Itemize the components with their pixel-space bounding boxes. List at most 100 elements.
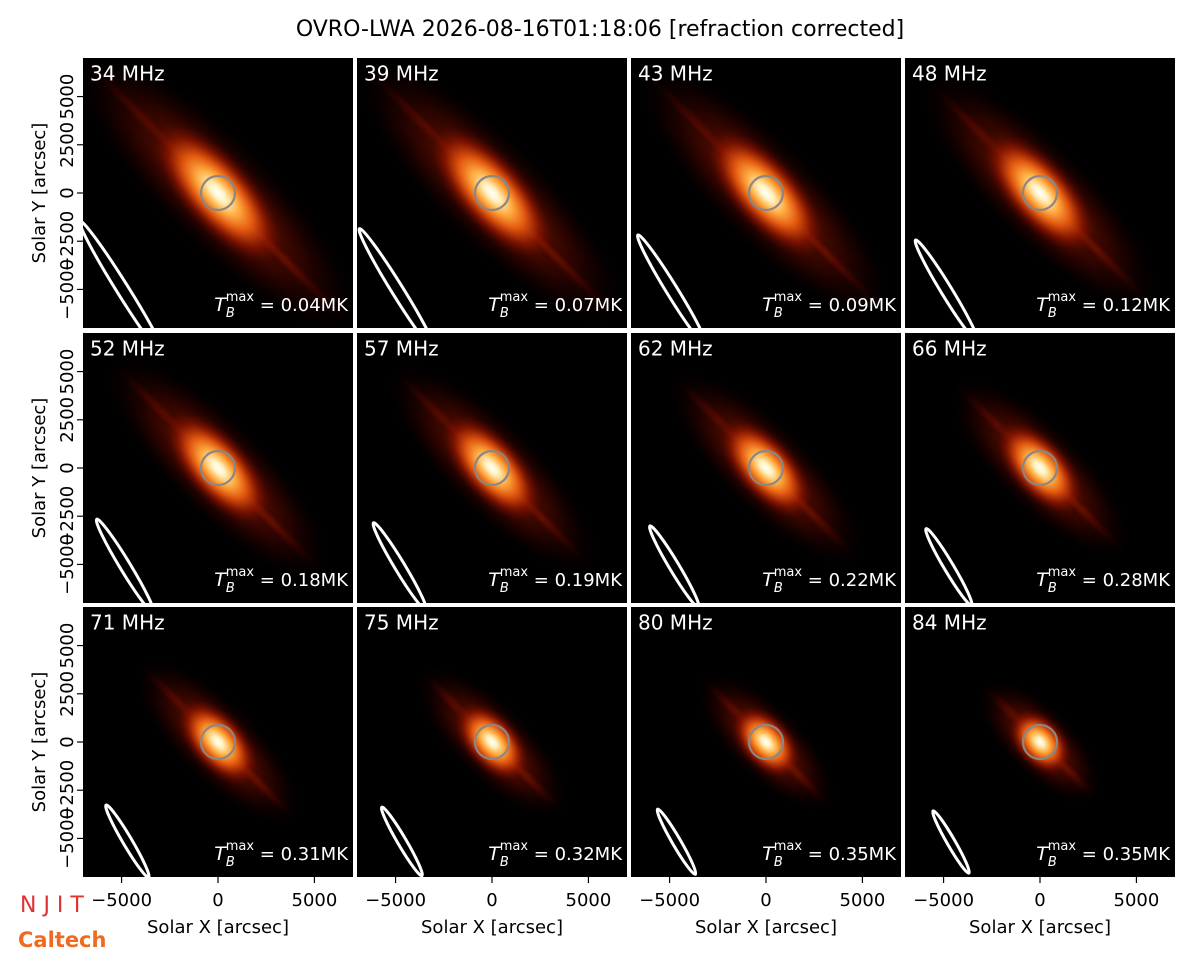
solar-disk	[747, 174, 785, 212]
tb-sub: B	[226, 855, 235, 870]
x-axis-label: Solar X [arcsec]	[147, 917, 289, 938]
tb-sub: B	[500, 581, 509, 596]
panel-title: 57 MHz	[364, 337, 439, 361]
panel-title: 80 MHz	[638, 611, 713, 635]
solar-disk	[747, 449, 785, 487]
tb-sup: max	[774, 565, 803, 580]
tb-sub: B	[774, 855, 783, 870]
tb-symbol: T	[762, 569, 775, 591]
tb-sub: B	[500, 306, 509, 321]
tb-symbol: T	[488, 294, 501, 316]
x-axis-label: Solar X [arcsec]	[969, 917, 1111, 938]
x-tick-label: 0	[1034, 890, 1045, 911]
tb-symbol: T	[762, 843, 775, 865]
x-tick-label: −5000	[365, 890, 426, 911]
tb-sub: B	[500, 855, 509, 870]
tb-max-annotation: TBmax = 0.12MK	[1036, 290, 1171, 321]
beam	[648, 524, 701, 603]
tb-sub: B	[226, 306, 235, 321]
panel	[631, 333, 901, 603]
tb-value: = 0.07MK	[528, 295, 623, 316]
y-tick-label: 0	[57, 187, 78, 198]
emission-core	[452, 700, 532, 784]
tb-symbol: T	[214, 843, 227, 865]
x-axis-label: Solar X [arcsec]	[695, 917, 837, 938]
x-tick-label: −5000	[91, 890, 152, 911]
tb-symbol: T	[488, 569, 501, 591]
y-axis-label: Solar Y [arcsec]	[29, 672, 50, 813]
tb-sup: max	[226, 290, 255, 305]
tb-sup: max	[500, 290, 529, 305]
x-tick-label: 5000	[1114, 890, 1160, 911]
tb-max-annotation: TBmax = 0.35MK	[762, 839, 897, 870]
solar-disk	[1021, 449, 1059, 487]
x-tick-label: 5000	[566, 890, 612, 911]
y-tick-label: 0	[57, 736, 78, 747]
tb-value: = 0.04MK	[254, 295, 349, 316]
tb-max-annotation: TBmax = 0.28MK	[1036, 565, 1171, 596]
y-tick-label: −2500	[57, 211, 78, 272]
emission-core	[703, 125, 829, 261]
panel-title: 84 MHz	[912, 611, 987, 635]
panel	[357, 607, 627, 877]
tb-value: = 0.12MK	[1076, 295, 1171, 316]
beam	[371, 521, 428, 603]
panel	[631, 58, 901, 328]
emission-core	[993, 419, 1087, 517]
panel-title: 66 MHz	[912, 337, 987, 361]
tb-value: = 0.19MK	[528, 570, 623, 591]
tb-sup: max	[226, 839, 255, 854]
panel-title: 48 MHz	[912, 62, 987, 86]
panel	[357, 333, 627, 603]
beam	[635, 233, 709, 328]
panel	[905, 333, 1175, 603]
y-tick-label: −2500	[57, 486, 78, 547]
tb-sup: max	[226, 565, 255, 580]
tb-value: = 0.31MK	[254, 844, 349, 865]
tb-value: = 0.18MK	[254, 570, 349, 591]
tb-sub: B	[1048, 855, 1057, 870]
panel-title: 52 MHz	[90, 337, 165, 361]
y-tick-label: −5000	[57, 259, 78, 320]
x-tick-label: 0	[212, 890, 223, 911]
solar-disk	[473, 449, 511, 487]
panel	[905, 58, 1175, 328]
panel	[83, 333, 353, 603]
emission-core	[148, 117, 288, 269]
emission-core	[1006, 707, 1074, 777]
emission-core	[729, 703, 803, 781]
tb-max-annotation: TBmax = 0.32MK	[488, 839, 623, 870]
tb-sup: max	[774, 839, 803, 854]
panel	[357, 58, 627, 328]
tb-symbol: T	[214, 294, 227, 316]
tb-sup: max	[774, 290, 803, 305]
tb-symbol: T	[1036, 569, 1049, 591]
tb-max-annotation: TBmax = 0.04MK	[214, 290, 349, 321]
logo-caltech: Caltech	[18, 928, 106, 952]
x-tick-label: 0	[486, 890, 497, 911]
panel	[83, 58, 353, 328]
solar-disk	[473, 723, 511, 761]
tb-value: = 0.22MK	[802, 570, 897, 591]
y-tick-label: 2500	[57, 122, 78, 168]
solar-disk	[747, 723, 785, 761]
panel-title: 39 MHz	[364, 62, 439, 86]
panel	[83, 607, 353, 877]
y-tick-label: −2500	[57, 760, 78, 821]
y-tick-label: 5000	[57, 349, 78, 395]
beam	[83, 219, 168, 328]
panel-title: 62 MHz	[638, 337, 713, 361]
tb-sub: B	[774, 306, 783, 321]
beam	[924, 527, 974, 603]
tb-sup: max	[1048, 565, 1077, 580]
x-axis-label: Solar X [arcsec]	[421, 917, 563, 938]
tb-max-annotation: TBmax = 0.18MK	[214, 565, 349, 596]
tb-sub: B	[1048, 581, 1057, 596]
x-tick-label: 0	[760, 890, 771, 911]
figure-title: OVRO-LWA 2026-08-16T01:18:06 [refraction…	[296, 17, 904, 42]
emission-core	[161, 407, 275, 529]
tb-symbol: T	[1036, 294, 1049, 316]
tb-max-annotation: TBmax = 0.09MK	[762, 290, 897, 321]
solar-disk	[199, 723, 237, 761]
